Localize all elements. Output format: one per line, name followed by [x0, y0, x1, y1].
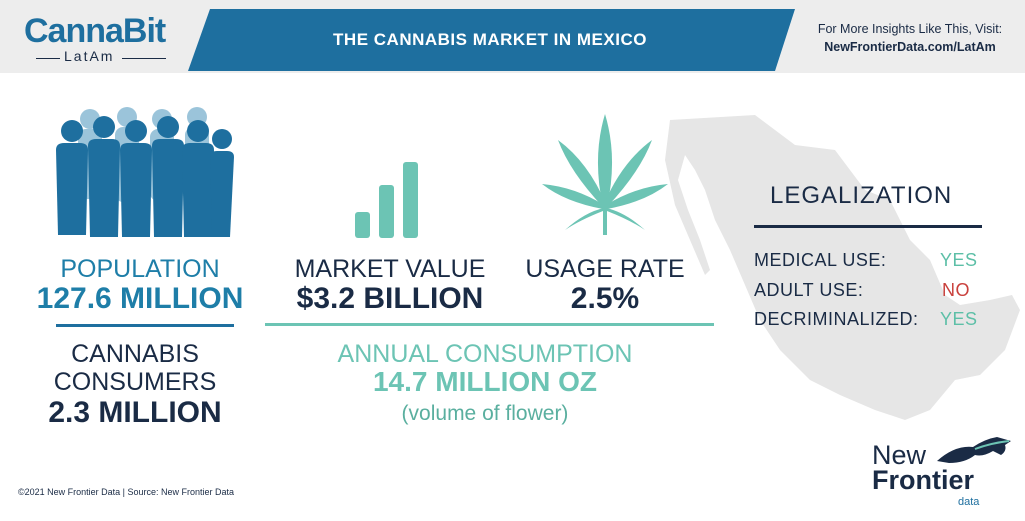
consumers-value: 2.3 MILLION	[48, 396, 222, 429]
legal-row-decriminalized-label: DECRIMINALIZED:	[754, 309, 919, 329]
new-frontier-logo-new: New	[872, 440, 927, 470]
legal-row-adult-label: ADULT USE:	[754, 280, 864, 300]
page-title: THE CANNABIS MARKET IN MEXICO	[333, 30, 647, 49]
usage-rate-label: USAGE RATE	[525, 255, 685, 283]
consumption-note: (volume of flower)	[401, 402, 569, 425]
consumption-divider	[265, 323, 714, 326]
legal-row-adult-value: NO	[942, 280, 970, 300]
consumption-value: 14.7 MILLION OZ	[372, 366, 598, 397]
mexico-map-icon	[665, 115, 1020, 420]
consumption-label: ANNUAL CONSUMPTION	[337, 340, 633, 368]
new-frontier-logo-data: data	[958, 496, 980, 508]
consumers-label-line1: CANNABIS	[71, 340, 199, 368]
cannabit-logo-sub: LatAm	[64, 48, 115, 64]
visit-text: For More Insights Like This, Visit:	[817, 22, 1003, 36]
cannabis-leaf-icon	[542, 114, 668, 235]
consumers-label-line2: CONSUMERS	[53, 368, 217, 396]
legal-row-decriminalized-value: YES	[940, 309, 978, 329]
legal-row-medical-value: YES	[940, 250, 978, 270]
population-divider	[56, 324, 234, 327]
population-label: POPULATION	[60, 255, 220, 283]
logo-divider-left	[36, 58, 60, 59]
legalization-divider	[754, 225, 982, 228]
visit-link[interactable]: NewFrontierData.com/LatAm	[824, 40, 996, 54]
market-value-label: MARKET VALUE	[294, 255, 486, 283]
cannabit-logo: CannaBit	[24, 12, 166, 50]
population-value: 127.6 MILLION	[36, 282, 244, 315]
logo-divider-right	[122, 58, 166, 59]
usage-rate-value: 2.5%	[570, 282, 640, 315]
bar-chart-icon	[355, 162, 418, 238]
new-frontier-logo-frontier: Frontier	[872, 465, 975, 495]
legal-row-medical-label: MEDICAL USE:	[754, 250, 887, 270]
market-value-amount: $3.2 BILLION	[296, 282, 484, 315]
copyright-text: ©2021 New Frontier Data | Source: New Fr…	[18, 487, 235, 497]
people-icon	[56, 107, 234, 237]
horse-logo-icon	[937, 437, 1011, 463]
legalization-title: LEGALIZATION	[770, 182, 953, 209]
title-banner	[188, 9, 795, 71]
